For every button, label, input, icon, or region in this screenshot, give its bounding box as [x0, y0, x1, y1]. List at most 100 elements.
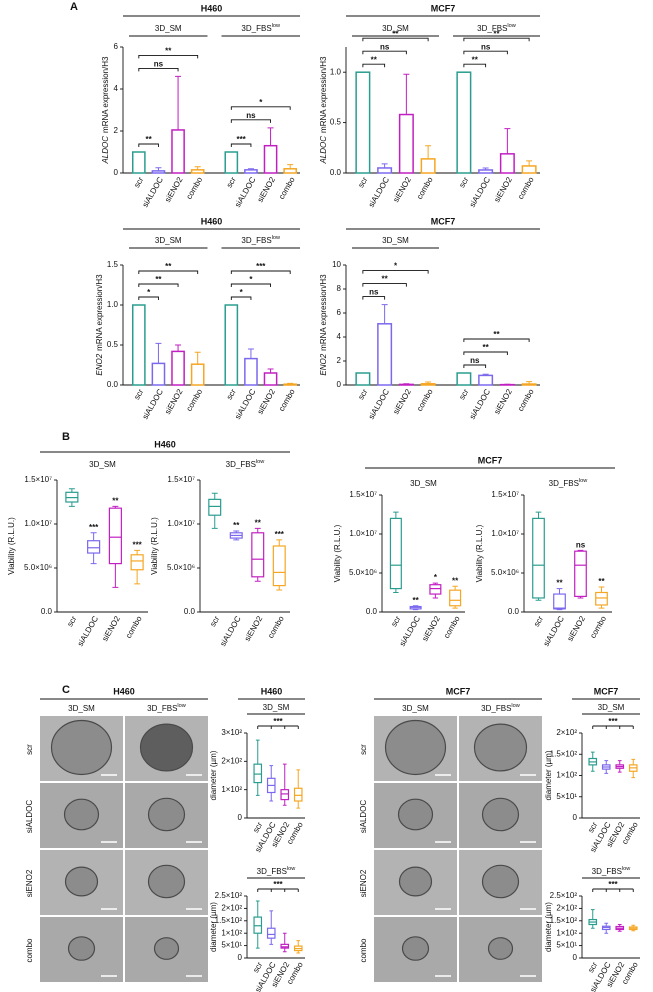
y-tick-label: 1×10²: [556, 928, 577, 937]
x-tick-label: siENO2: [256, 175, 278, 204]
x-tick-label: siALDOC: [76, 614, 101, 648]
y-axis-label: ALDOC mRNA expression/H3: [101, 56, 110, 165]
whisker: [617, 760, 622, 773]
significance-label: **: [452, 576, 459, 585]
y-tick-label: 0.0: [107, 380, 119, 389]
error-bar: [194, 166, 201, 170]
error-bar: [482, 167, 489, 170]
y-tick-label: 1.0: [107, 300, 119, 309]
whisker: [604, 760, 609, 774]
box: [429, 584, 442, 595]
y-tick-label: 1.0×10⁷: [349, 529, 377, 538]
error-bar: [267, 127, 274, 146]
spheroid: [481, 797, 520, 832]
whisker: [282, 932, 287, 953]
chart-title: H460: [201, 216, 223, 226]
significance-bracket: [138, 67, 179, 72]
error-bar: [267, 368, 274, 373]
x-tick-label: scr: [132, 175, 145, 189]
y-tick-label: 2.5×10²: [550, 891, 578, 900]
significance-bracket: [592, 888, 634, 892]
box: [389, 517, 402, 590]
x-tick-label: scr: [457, 175, 470, 189]
x-tick-label: scr: [225, 175, 238, 189]
y-tick-label: 2×10²: [221, 756, 242, 765]
bar: [151, 362, 166, 386]
significance-bracket: [463, 50, 508, 55]
whisker: [255, 900, 260, 949]
x-tick-label: siENO2: [492, 387, 514, 416]
y-tick-label: 5.0×10⁶: [349, 568, 377, 577]
error-bar: [526, 160, 533, 166]
box: [253, 916, 263, 934]
box: [272, 545, 286, 587]
bar: [190, 169, 205, 174]
group-label: 3D_FBSlow: [241, 235, 281, 245]
significance-label: ***: [273, 717, 283, 726]
error-bar: [425, 145, 432, 159]
chart-title: H460: [261, 686, 283, 696]
row-label: scr: [359, 744, 368, 755]
significance-bracket: [138, 143, 159, 147]
panel-label: A: [70, 1, 78, 13]
y-axis-label: ENO2 mRNA expression/H3: [95, 274, 104, 376]
significance-label: ***: [132, 541, 142, 550]
significance-bracket: [230, 296, 252, 300]
y-tick-label: 1.0×10⁷: [24, 519, 52, 528]
error-bar: [247, 168, 254, 170]
y-axis-label: Viability (R.L.U.): [7, 517, 16, 575]
x-tick-label: combo: [266, 614, 286, 640]
significance-label: **: [556, 579, 563, 588]
significance-label: **: [146, 135, 153, 144]
column-label-sup: low: [511, 703, 520, 709]
whisker: [631, 758, 636, 779]
box: [208, 498, 222, 516]
bar: [420, 383, 436, 386]
y-tick-label: 5×10¹: [556, 941, 577, 950]
y-tick-label: 5.0×10⁶: [167, 563, 195, 572]
x-tick-label: siENO2: [492, 175, 514, 204]
significance-bracket: [362, 50, 407, 55]
significance-label: *: [240, 288, 244, 297]
box: [553, 593, 566, 610]
x-tick-label: combo: [415, 387, 435, 413]
y-tick-label: 0: [238, 953, 243, 962]
y-axis-label: Viability (R.L.U.): [333, 524, 342, 582]
y-tick-label: 2×10²: [556, 904, 577, 913]
y-tick-label: 0.0: [330, 168, 342, 177]
x-tick-label: siENO2: [565, 614, 587, 643]
whisker: [604, 922, 609, 934]
y-axis-label-gene: ENO2: [95, 353, 104, 375]
significance-label: **: [371, 55, 378, 64]
x-tick-label: siENO2: [163, 387, 185, 416]
chart-subtitle-text: 3D_FBS: [549, 479, 579, 488]
chart-title: H460: [201, 3, 223, 13]
bar: [398, 113, 414, 174]
x-tick-label: scr: [225, 387, 238, 401]
x-tick-label: siENO2: [163, 175, 185, 204]
y-tick-label: 1.0×10⁷: [167, 519, 195, 528]
significance-label: ***: [256, 262, 266, 271]
x-tick-label: scr: [532, 614, 545, 628]
whisker: [90, 532, 97, 565]
spheroid: [401, 936, 430, 961]
spheroid: [487, 937, 514, 960]
significance-label: **: [598, 577, 605, 586]
y-axis-label-gene: ALDOC: [319, 136, 328, 165]
y-tick-label: 2: [337, 356, 342, 365]
column-label: 3D_SM: [68, 704, 95, 713]
significance-bracket: [362, 270, 429, 274]
spheroid: [147, 797, 186, 832]
significance-bracket: [362, 63, 386, 68]
x-tick-label: siENO2: [420, 614, 442, 643]
spheroid: [64, 866, 99, 897]
row-label: combo: [359, 938, 368, 963]
y-axis-label: Viability (R.L.U.): [150, 517, 159, 575]
significance-label: **: [112, 497, 119, 506]
x-tick-label: combo: [184, 387, 204, 413]
chart-subtitle: 3D_SM: [89, 460, 116, 469]
y-tick-label: 0: [573, 953, 578, 962]
y-tick-label: 1.5: [107, 260, 119, 269]
significance-bracket: [257, 725, 299, 729]
y-tick-label: 1.0×10⁷: [491, 529, 519, 538]
